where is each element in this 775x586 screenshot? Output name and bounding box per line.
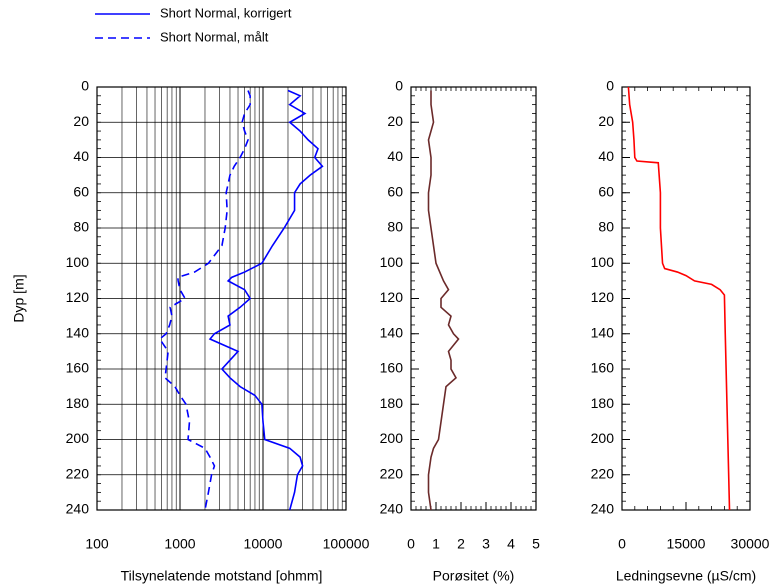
y-tick-label: 20 [387,113,403,129]
y-tick-label: 60 [387,183,403,199]
data-line [427,90,460,511]
plot-frame [410,86,537,511]
y-tick-label: 220 [591,465,615,481]
y-tick-label: 0 [606,78,614,94]
y-tick-label: 40 [387,148,403,164]
y-tick-label: 40 [598,148,614,164]
y-tick-label: 120 [66,289,90,305]
y-tick-label: 80 [387,219,403,235]
legend-label: Short Normal, korrigert [160,5,292,20]
x-tick-label: 3 [482,536,490,552]
y-axis-label: Dyp [m] [11,274,27,322]
y-tick-label: 120 [380,289,404,305]
y-tick-label: 200 [66,430,90,446]
y-tick-label: 80 [598,219,614,235]
x-tick-label: 100000 [323,536,370,552]
y-tick-label: 40 [73,148,89,164]
y-tick-label: 100 [591,254,615,270]
y-tick-label: 140 [591,324,615,340]
legend-label: Short Normal, målt [160,29,269,44]
x-axis-label: Tilsynelatende motstand [ohmm] [121,568,323,584]
y-tick-label: 60 [598,183,614,199]
y-tick-label: 100 [66,254,90,270]
x-tick-label: 10000 [244,536,283,552]
data-line [208,89,324,511]
x-tick-label: 1 [432,536,440,552]
y-tick-label: 200 [380,430,404,446]
y-tick-label: 20 [598,113,614,129]
x-tick-label: 0 [407,536,415,552]
x-tick-label: 2 [457,536,465,552]
y-tick-label: 180 [591,395,615,411]
x-tick-label: 0 [618,536,626,552]
y-tick-label: 20 [73,113,89,129]
y-tick-label: 160 [380,360,404,376]
data-line [158,90,251,511]
y-tick-label: 60 [73,183,89,199]
plot-frame [96,86,347,511]
x-tick-label: 15000 [667,536,706,552]
y-tick-label: 140 [66,324,90,340]
y-tick-label: 0 [81,78,89,94]
y-tick-label: 240 [591,501,615,517]
x-tick-label: 4 [507,536,515,552]
y-tick-label: 80 [73,219,89,235]
y-tick-label: 220 [66,465,90,481]
y-tick-label: 120 [591,289,615,305]
y-tick-label: 160 [591,360,615,376]
y-tick-label: 240 [66,501,90,517]
y-tick-label: 160 [66,360,90,376]
y-tick-label: 140 [380,324,404,340]
y-tick-label: 220 [380,465,404,481]
y-tick-label: 200 [591,430,615,446]
y-tick-label: 100 [380,254,404,270]
x-axis-label: Ledningsevne (µS/cm) [616,568,756,584]
plot-frame [621,86,751,511]
data-line [627,86,731,511]
x-tick-label: 5 [532,536,540,552]
y-tick-label: 240 [380,501,404,517]
x-axis-label: Porøsitet (%) [433,568,515,584]
y-tick-label: 0 [395,78,403,94]
x-tick-label: 1000 [164,536,195,552]
x-tick-label: 30000 [731,536,770,552]
x-tick-label: 100 [85,536,109,552]
y-tick-label: 180 [66,395,90,411]
y-tick-label: 180 [380,395,404,411]
